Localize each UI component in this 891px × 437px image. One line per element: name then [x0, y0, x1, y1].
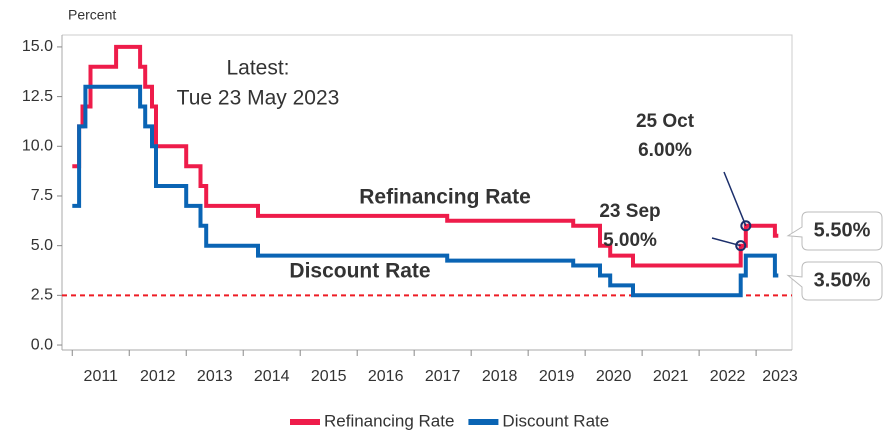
x-tick-label: 2018 — [482, 368, 518, 385]
legend-label: Refinancing Rate — [324, 411, 454, 430]
y-tick-label: 0.0 — [31, 336, 53, 353]
y-tick-label: 10.0 — [22, 138, 53, 155]
annotation-text: 23 Sep — [599, 201, 660, 222]
x-tick-label: 2022 — [710, 368, 746, 385]
x-tick-label: 2013 — [197, 368, 233, 385]
x-tick-label: 2015 — [311, 368, 347, 385]
plot-frame — [62, 34, 793, 350]
series-inline-label: Refinancing Rate — [359, 186, 531, 209]
y-tick-label: 7.5 — [31, 187, 53, 204]
x-tick-label: 2023 — [762, 368, 798, 385]
y-axis-label: Percent — [68, 7, 116, 23]
latest-date: Tue 23 May 2023 — [177, 87, 340, 110]
annotation-leader — [723, 171, 747, 227]
y-tick-label: 2.5 — [31, 287, 53, 304]
x-tick-label: 2019 — [539, 368, 575, 385]
end-label: 3.50% — [814, 269, 871, 291]
annotation-marker — [740, 220, 752, 232]
x-tick-label: 2016 — [368, 368, 404, 385]
x-tick-label: 2017 — [425, 368, 461, 385]
legend-swatch — [290, 419, 320, 425]
latest-label: Latest: — [226, 57, 289, 80]
annotation-text: 5.00% — [603, 230, 657, 251]
x-tick-label: 2014 — [254, 368, 290, 385]
end-callout — [786, 261, 883, 301]
legend-label: Discount Rate — [502, 411, 609, 430]
end-callout — [786, 211, 883, 251]
x-tick-label: 2020 — [596, 368, 632, 385]
end-label: 5.50% — [814, 219, 871, 241]
x-tick-label: 2012 — [140, 368, 176, 385]
series-line — [72, 44, 779, 268]
annotation-text: 25 Oct — [636, 111, 695, 132]
y-tick-label: 5.0 — [31, 237, 53, 254]
x-tick-label: 2021 — [653, 368, 689, 385]
y-tick-label: 15.0 — [22, 38, 53, 55]
annotation-marker — [735, 240, 747, 252]
series-inline-label: Discount Rate — [289, 260, 430, 283]
y-tick-label: 12.5 — [22, 88, 53, 105]
annotation-text: 6.00% — [638, 140, 692, 161]
series-line — [72, 84, 779, 298]
legend-swatch — [468, 419, 499, 425]
x-tick-label: 2011 — [84, 368, 119, 385]
